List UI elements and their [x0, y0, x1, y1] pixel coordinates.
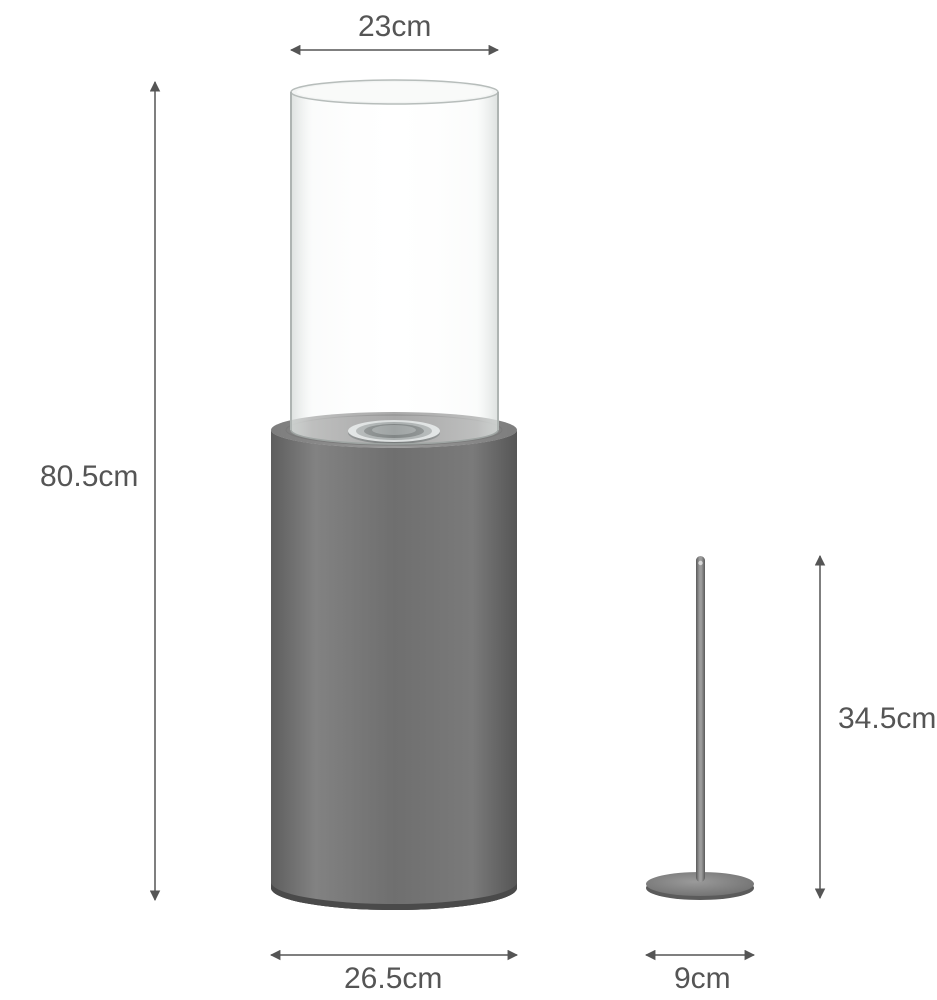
snuffer-hang-hole	[698, 561, 702, 565]
product-dimension-diagram	[0, 0, 937, 1000]
diagram-stage: 23cm 80.5cm 26.5cm 34.5cm 9cm	[0, 0, 937, 1000]
label-tool-base-width: 9cm	[674, 962, 731, 996]
label-base-width: 26.5cm	[344, 962, 442, 996]
label-total-height: 80.5cm	[40, 460, 138, 494]
main-lantern	[271, 80, 517, 910]
label-tool-height: 34.5cm	[838, 702, 936, 736]
snuffer-rod	[696, 556, 705, 882]
snuffer-tool	[646, 556, 754, 900]
label-glass-width: 23cm	[358, 10, 431, 44]
glass-cylinder	[291, 80, 498, 444]
base-cylinder-side2	[271, 430, 517, 904]
